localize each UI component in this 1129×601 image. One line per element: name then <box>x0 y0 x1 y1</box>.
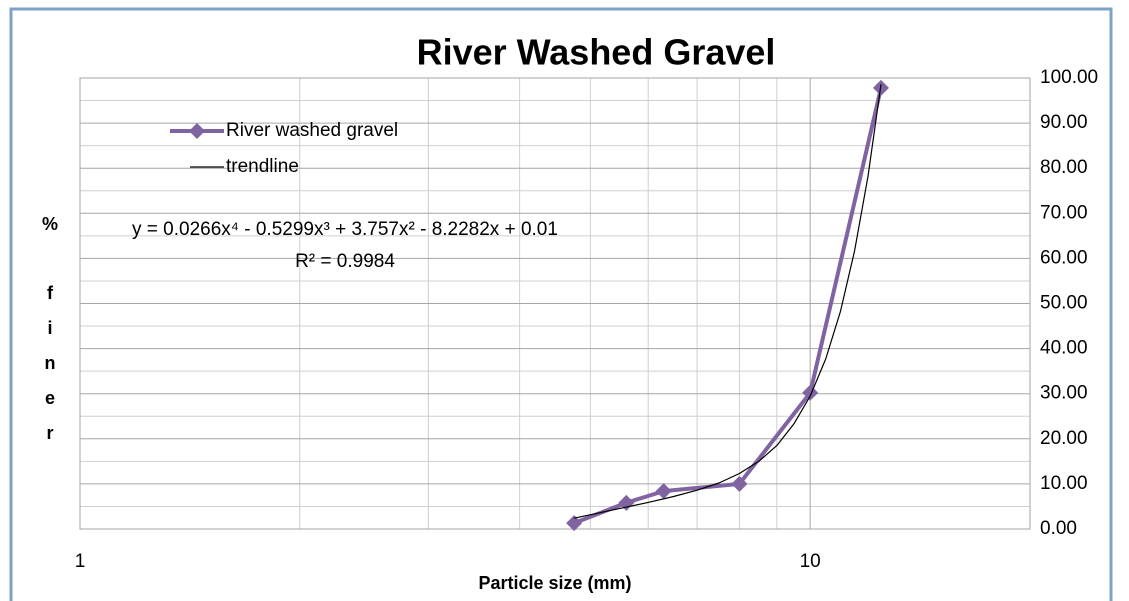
legend-marker <box>189 123 205 139</box>
y-axis-title-char: i <box>47 318 52 338</box>
y-tick-label: 40.00 <box>1040 338 1088 359</box>
data-point <box>566 515 583 532</box>
y-tick-label: 30.00 <box>1040 383 1088 404</box>
y-axis-title-char: % <box>42 214 58 234</box>
y-tick-label: 50.00 <box>1040 293 1088 314</box>
legend-label: River washed gravel <box>226 120 398 141</box>
y-axis-title-char: r <box>46 423 53 443</box>
plot-border <box>79 77 1031 530</box>
data-line <box>573 87 883 525</box>
y-axis-title: % f i n e r <box>42 214 58 443</box>
y-tick-label: 10.00 <box>1040 473 1088 494</box>
x-tick-label: 1 <box>75 551 86 572</box>
y-tick-label: 70.00 <box>1040 202 1088 223</box>
y-tick-label: 100.00 <box>1040 67 1098 88</box>
trend-equation: y = 0.0266x⁴ - 0.5299x³ + 3.757x² - 8.22… <box>132 219 558 240</box>
y-axis-title-char: n <box>45 353 56 373</box>
data-point <box>618 494 635 511</box>
data-point <box>731 475 748 492</box>
x-axis-title: Particle size (mm) <box>478 573 631 593</box>
r-squared: R² = 0.9984 <box>295 251 395 272</box>
y-axis-title-char: e <box>45 388 55 408</box>
trendline <box>573 84 882 519</box>
y-tick-label: 80.00 <box>1040 157 1088 178</box>
x-tick-label: 10 <box>800 551 821 572</box>
y-tick-label: 60.00 <box>1040 247 1088 268</box>
frame <box>9 7 1113 601</box>
data-point <box>802 384 819 401</box>
data-point <box>655 483 672 500</box>
y-tick-label: 0.00 <box>1040 518 1077 539</box>
y-tick-label: 90.00 <box>1040 112 1088 133</box>
legend-label: trendline <box>226 156 299 177</box>
chart-title: River Washed Gravel <box>417 32 776 73</box>
y-axis-title-char: f <box>47 283 54 303</box>
y-tick-label: 20.00 <box>1040 428 1088 449</box>
